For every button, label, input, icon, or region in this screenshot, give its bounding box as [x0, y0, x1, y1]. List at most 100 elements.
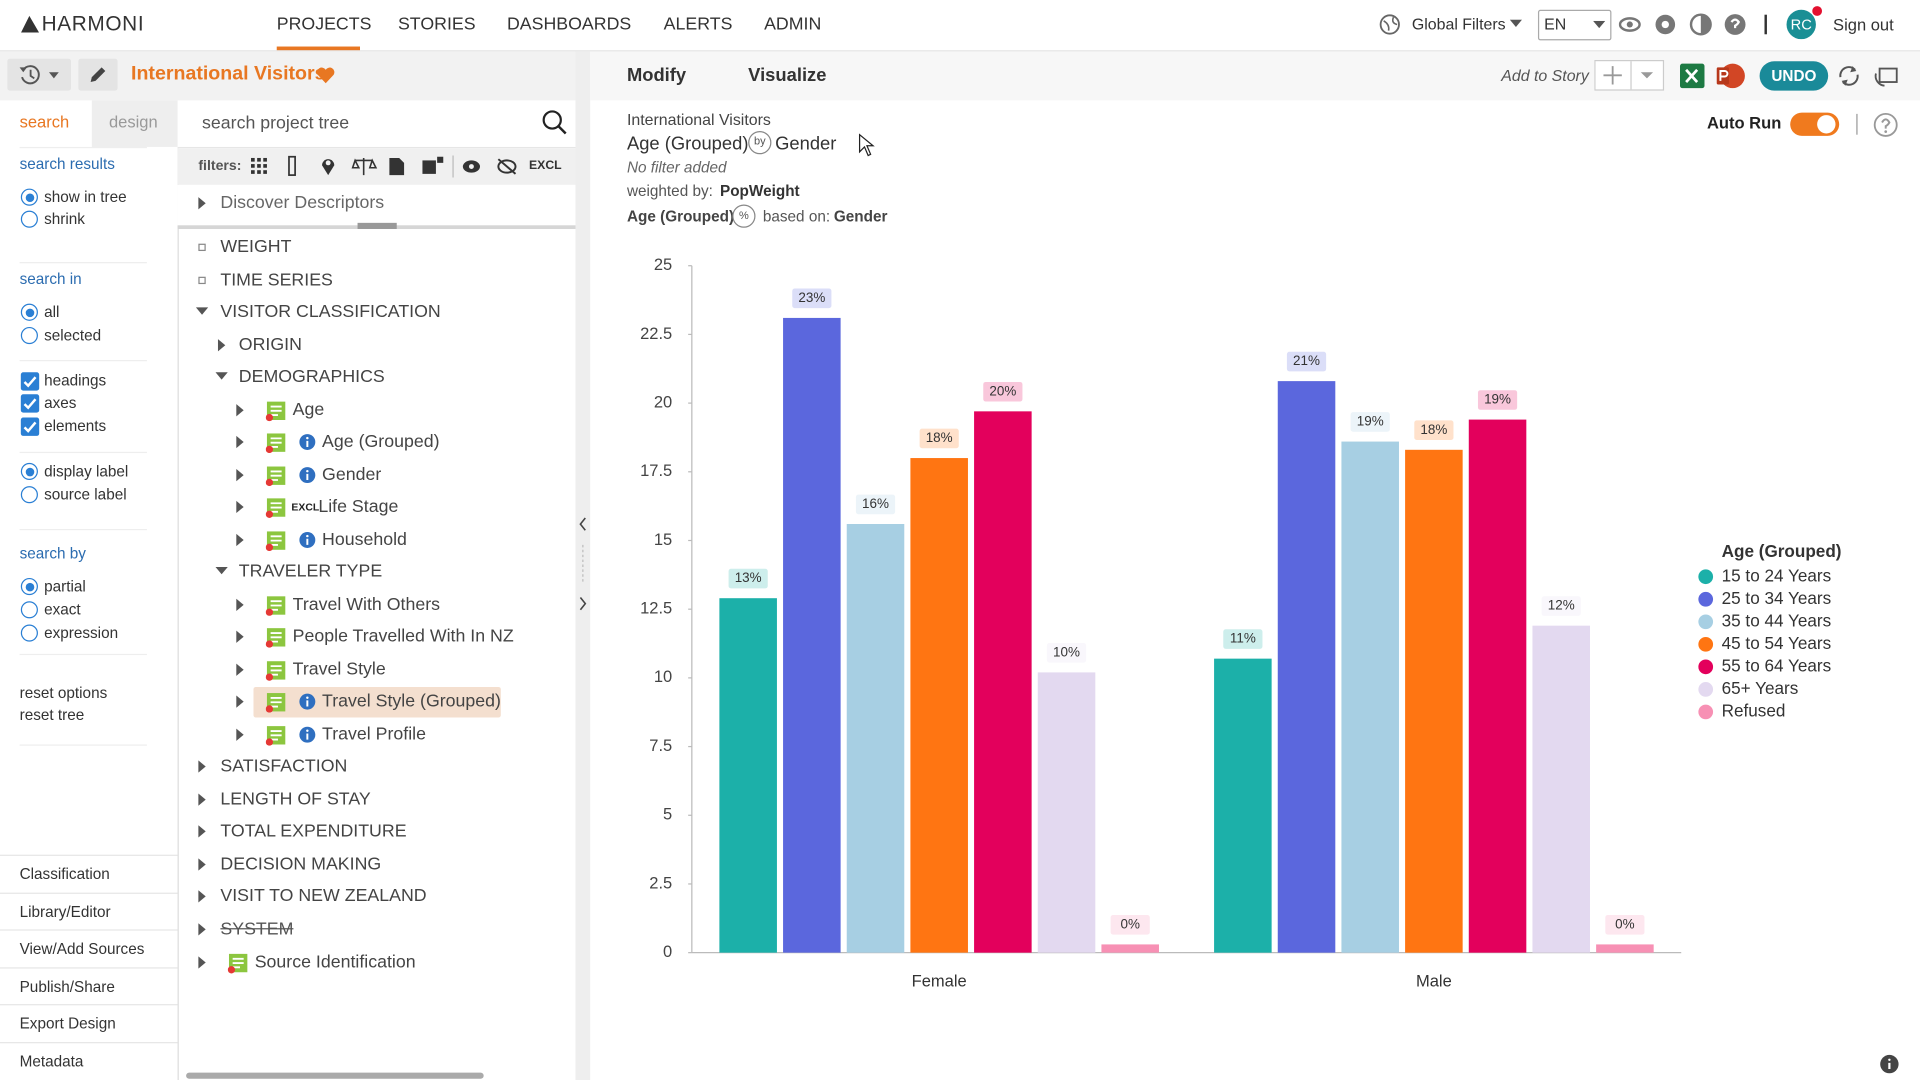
visualize-tab[interactable]: Visualize	[748, 64, 827, 86]
footer-link[interactable]: View/Add Sources	[19, 940, 145, 958]
tree-item[interactable]: DEMOGRAPHICS	[238, 367, 385, 387]
sign-out[interactable]: Sign out	[1833, 15, 1894, 35]
excl-filter[interactable]: EXCL	[528, 159, 562, 173]
option-label[interactable]: show in tree	[44, 188, 127, 206]
tree-item[interactable]: Travel Style	[292, 660, 386, 680]
tree-item[interactable]: Age (Grouped)	[322, 432, 440, 452]
nav-item[interactable]: ADMIN	[764, 14, 822, 35]
export-icons[interactable]	[1678, 61, 1751, 90]
option-label[interactable]: expression	[44, 624, 119, 642]
tree-item[interactable]: Source Identification	[254, 952, 416, 973]
expand-arrow[interactable]	[235, 435, 245, 450]
tree-item[interactable]: ORIGIN	[238, 335, 302, 356]
option-label[interactable]: elements	[44, 417, 107, 435]
footer-link[interactable]: Library/Editor	[19, 903, 111, 921]
expand-arrow[interactable]	[235, 598, 245, 613]
tree-item[interactable]: SATISFACTION	[220, 756, 348, 777]
search-tab[interactable]: search	[19, 112, 70, 132]
search-box[interactable]	[177, 100, 576, 149]
option-label[interactable]: display label	[44, 462, 129, 480]
collapse-arrow[interactable]	[214, 566, 229, 576]
tree-item[interactable]: LENGTH OF STAY	[220, 789, 371, 810]
collapse-arrow[interactable]	[195, 306, 210, 316]
avatar-initials[interactable]: RC	[1790, 15, 1812, 34]
globe-icon[interactable]	[1379, 13, 1401, 35]
expand-arrow[interactable]	[197, 955, 207, 970]
tree-item[interactable]: Life Stage	[318, 497, 399, 517]
option-label[interactable]: source label	[44, 486, 127, 504]
option-label[interactable]: all	[44, 303, 60, 321]
footer-link[interactable]: Publish/Share	[19, 978, 115, 996]
add-to-story-button[interactable]	[1594, 60, 1665, 92]
tree-item[interactable]: Travel With Others	[292, 595, 440, 615]
language[interactable]: EN	[1544, 14, 1567, 34]
design-tab[interactable]: design	[108, 112, 158, 132]
option-label[interactable]: headings	[44, 372, 107, 390]
reset-link[interactable]: reset options	[19, 684, 108, 702]
search-placeholder[interactable]: search project tree	[202, 113, 350, 134]
radio[interactable]	[20, 624, 38, 642]
footer-link[interactable]: Metadata	[19, 1053, 84, 1071]
modify-tab[interactable]: Modify	[626, 64, 687, 86]
tree-item[interactable]: Discover Descriptors	[220, 193, 385, 214]
expand-arrow[interactable]	[217, 338, 227, 353]
search-icon[interactable]	[541, 109, 568, 136]
tree-item[interactable]: TRAVELER TYPE	[238, 562, 383, 582]
tree-item[interactable]: WEIGHT	[220, 237, 292, 258]
nav-item[interactable]: PROJECTS	[276, 14, 372, 35]
expand-arrow[interactable]	[235, 403, 245, 418]
expand-arrow[interactable]	[235, 533, 245, 548]
option-label[interactable]: selected	[44, 326, 102, 345]
tree-item[interactable]: DECISION MAKING	[220, 854, 382, 875]
nav-item[interactable]: ALERTS	[663, 14, 733, 35]
expand-arrow[interactable]	[235, 694, 245, 709]
expand-arrow[interactable]	[197, 196, 207, 211]
tree-item[interactable]: People Travelled With In NZ	[292, 626, 514, 647]
expand-arrow[interactable]	[197, 759, 207, 774]
expand-arrow[interactable]	[235, 629, 245, 644]
tree-item[interactable]: SYSTEM	[220, 919, 294, 940]
expand-arrow[interactable]	[235, 500, 245, 515]
global-filters[interactable]: Global Filters	[1411, 14, 1506, 34]
tree-item[interactable]: Household	[322, 530, 407, 550]
radio[interactable]	[20, 486, 38, 504]
tree-item[interactable]: VISIT TO NEW ZEALAND	[220, 886, 427, 907]
expand-arrow[interactable]	[197, 889, 207, 904]
filter-icons[interactable]	[249, 154, 570, 178]
footer-link[interactable]: Classification	[19, 865, 110, 883]
toolbar-icons[interactable]	[1618, 12, 1754, 36]
language-select[interactable]	[1537, 9, 1612, 41]
help-icon[interactable]	[1873, 112, 1898, 137]
reset-link[interactable]: reset tree	[19, 706, 85, 724]
info-icon[interactable]	[1880, 1054, 1900, 1074]
footer-link[interactable]: Export Design	[19, 1015, 116, 1033]
expand-arrow[interactable]	[235, 468, 245, 483]
radio[interactable]	[20, 601, 38, 619]
refresh-icons[interactable]	[1836, 62, 1909, 89]
splitter-handles[interactable]	[576, 514, 591, 612]
tree-item[interactable]: Travel Style (Grouped)	[322, 691, 501, 712]
expand-arrow[interactable]	[197, 857, 207, 872]
tree-item[interactable]: Gender	[322, 465, 382, 485]
tree-item[interactable]: TOTAL EXPENDITURE	[220, 821, 407, 842]
tree-item[interactable]: Age	[292, 400, 325, 420]
option-label[interactable]: partial	[44, 577, 86, 596]
tree-item[interactable]: TIME SERIES	[220, 270, 333, 291]
nav-item[interactable]: STORIES	[397, 14, 476, 35]
expand-arrow[interactable]	[197, 922, 207, 937]
expand-arrow[interactable]	[235, 662, 245, 677]
collapse-arrow[interactable]	[214, 371, 229, 381]
nav-item[interactable]: DASHBOARDS	[506, 14, 632, 35]
tree-item[interactable]: Travel Profile	[322, 724, 426, 745]
avatar[interactable]	[1786, 9, 1816, 40]
radio[interactable]	[20, 210, 38, 228]
tree-item[interactable]: VISITOR CLASSIFICATION	[220, 302, 441, 323]
option-label[interactable]: shrink	[44, 210, 85, 228]
favorite-icon[interactable]	[316, 66, 336, 84]
option-label[interactable]: axes	[44, 394, 77, 412]
expand-arrow[interactable]	[235, 727, 245, 742]
undo-button[interactable]	[1759, 61, 1829, 91]
radio[interactable]	[20, 326, 38, 345]
expand-arrow[interactable]	[197, 824, 207, 839]
scrollbar[interactable]	[186, 1072, 484, 1079]
